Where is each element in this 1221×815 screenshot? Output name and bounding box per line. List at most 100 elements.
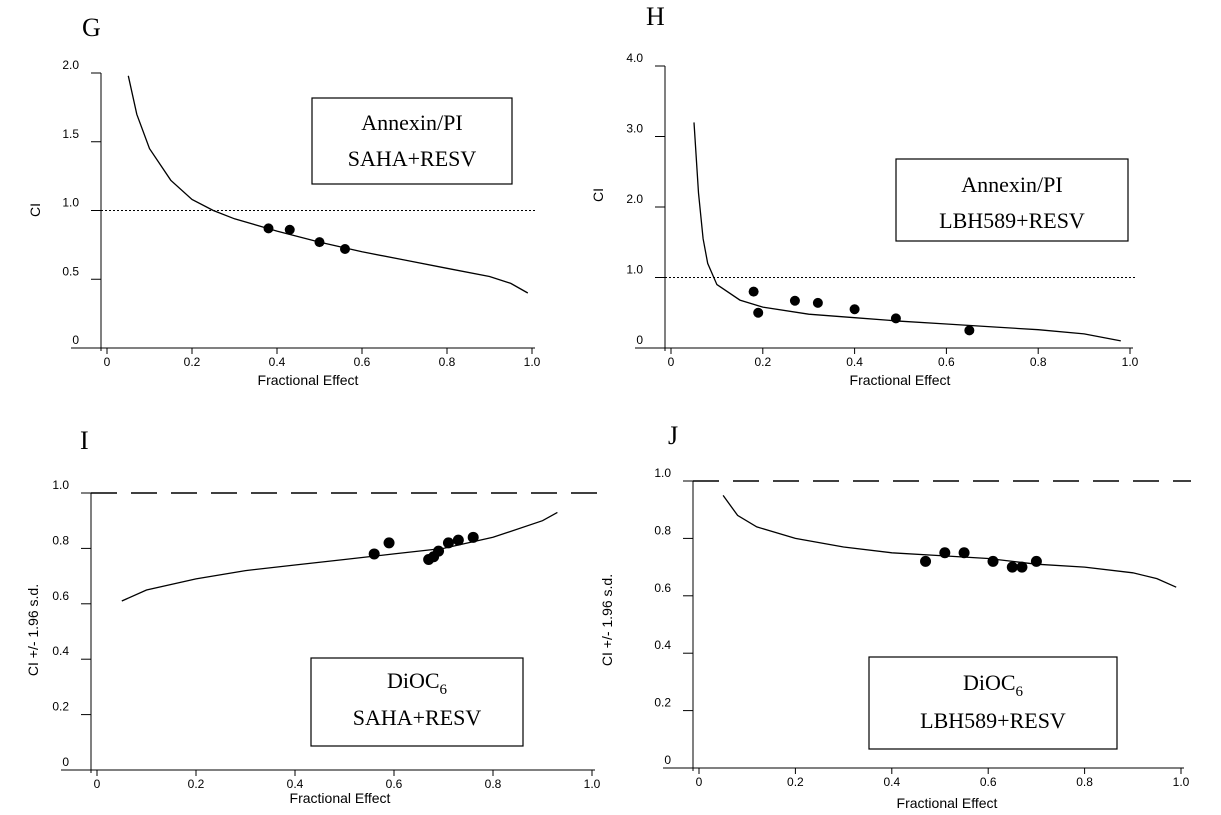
y-tick-label: 2.0: [626, 192, 643, 206]
x-tick-label: 0: [104, 355, 111, 369]
x-tick-label: 0.4: [846, 355, 863, 369]
data-point: [314, 237, 325, 248]
y-axis-label: CI +/- 1.96 s.d.: [25, 584, 41, 676]
x-axis-label: Fractional Effect: [897, 795, 998, 811]
x-tick-label: 0.4: [269, 355, 286, 369]
x-tick-label: 0.8: [1030, 355, 1047, 369]
data-point: [748, 286, 759, 297]
x-axis-label: Fractional Effect: [850, 372, 951, 388]
legend-text: DiOC6: [387, 668, 448, 698]
x-tick-label: 0.2: [787, 775, 804, 789]
y-tick-label: 0: [636, 333, 643, 347]
panel-letter: G: [82, 13, 101, 42]
y-tick-label: 0.2: [654, 696, 671, 710]
y-tick-label: 1.0: [62, 196, 79, 210]
data-point: [812, 297, 823, 308]
x-tick-label: 0.8: [439, 355, 456, 369]
y-tick-label: 1.0: [626, 263, 643, 277]
x-tick-label: 0: [696, 775, 703, 789]
chart-panel-g: G 0 0.2 0.4 0.6 0.8 1.0 0 0.5 1.0 1.5 2.0 Fractional…: [27, 13, 541, 388]
data-point: [939, 547, 951, 559]
y-tick-label: 3.0: [626, 122, 643, 136]
legend-text: SAHA+RESV: [353, 705, 482, 730]
y-axis-label: CI: [590, 188, 606, 202]
x-tick-label: 0.6: [386, 777, 403, 791]
y-axis-label: CI +/- 1.96 s.d.: [599, 574, 615, 666]
chart-panel-h: H 0 0.2 0.4 0.6 0.8 1.0 0 1.0 2.0 3.0 4.0 Fractional…: [590, 2, 1139, 388]
ci-fit-curve: [121, 511, 558, 602]
data-point: [890, 313, 901, 324]
x-tick-label: 0.2: [188, 777, 205, 791]
data-point: [467, 531, 479, 543]
x-tick-label: 0: [94, 777, 101, 791]
y-tick-label: 0.2: [52, 700, 69, 714]
data-point: [920, 555, 932, 567]
x-tick-label: 0.2: [754, 355, 771, 369]
x-axis-label: Fractional Effect: [258, 372, 359, 388]
x-axis-label: Fractional Effect: [290, 790, 391, 806]
panel-letter: I: [80, 426, 89, 455]
y-tick-label: 1.0: [52, 478, 69, 492]
y-tick-label: 0: [62, 755, 69, 769]
data-point: [368, 548, 380, 560]
legend-box: [895, 158, 1129, 242]
legend-box: [311, 97, 513, 185]
data-point: [263, 223, 274, 234]
ci-fit-curve: [127, 75, 529, 294]
x-tick-label: 1.0: [1122, 355, 1139, 369]
x-tick-label: 0: [668, 355, 675, 369]
y-tick-label: 0.5: [62, 264, 79, 278]
data-point: [383, 537, 395, 549]
data-point: [452, 534, 464, 546]
data-point: [442, 537, 454, 549]
data-point: [964, 325, 975, 336]
x-tick-label: 0.8: [485, 777, 502, 791]
data-point: [284, 224, 295, 235]
y-tick-label: 4.0: [626, 51, 643, 65]
y-tick-label: 0.6: [654, 581, 671, 595]
x-tick-label: 0.6: [938, 355, 955, 369]
x-tick-label: 1.0: [1173, 775, 1190, 789]
x-tick-label: 0.6: [354, 355, 371, 369]
ci-fit-curve: [722, 495, 1177, 588]
legend-box: [868, 656, 1118, 750]
data-point: [849, 304, 860, 315]
ci-fit-curve: [693, 122, 1121, 342]
legend-box: [310, 657, 524, 747]
x-tick-label: 0.4: [287, 777, 304, 791]
y-tick-label: 0.6: [52, 589, 69, 603]
y-tick-label: 0.8: [52, 533, 69, 547]
legend-text: LBH589+RESV: [920, 708, 1066, 733]
y-tick-label: 1.0: [654, 466, 671, 480]
panel-letter: H: [646, 2, 665, 31]
y-tick-label: 2.0: [62, 58, 79, 72]
data-point: [1016, 561, 1028, 573]
legend-text: DiOC6: [963, 670, 1024, 700]
legend-text: LBH589+RESV: [939, 208, 1085, 233]
x-tick-label: 0.8: [1076, 775, 1093, 789]
legend-text: Annexin/PI: [961, 172, 1062, 197]
data-point: [958, 547, 970, 559]
data-point: [753, 307, 764, 318]
x-tick-label: 1.0: [524, 355, 541, 369]
legend-text: SAHA+RESV: [348, 146, 477, 171]
y-tick-label: 0.4: [654, 638, 671, 652]
data-point: [987, 555, 999, 567]
data-point: [433, 545, 445, 557]
x-tick-label: 0.6: [980, 775, 997, 789]
y-tick-label: 0: [72, 333, 79, 347]
y-tick-label: 1.5: [62, 127, 79, 141]
data-point: [1006, 561, 1018, 573]
x-tick-label: 0.2: [184, 355, 201, 369]
y-tick-label: 0: [664, 753, 671, 767]
x-tick-label: 1.0: [584, 777, 601, 791]
y-axis-label: CI: [27, 203, 43, 217]
x-tick-label: 0.4: [883, 775, 900, 789]
chart-panel-j: J 0 0.2 0.4 0.6 0.8 1.0 0 0.2 0.4 0.6 0.8 1.0 Fractio…: [599, 421, 1191, 811]
legend-text: Annexin/PI: [361, 110, 462, 135]
chart-panel-i: I 0 0.2 0.4 0.6 0.8 1.0 0 0.2 0.4 0.6 0.8 1.0 Fractio…: [25, 426, 602, 806]
data-point: [1030, 555, 1042, 567]
y-tick-label: 0.8: [654, 523, 671, 537]
panel-letter: J: [668, 421, 678, 450]
